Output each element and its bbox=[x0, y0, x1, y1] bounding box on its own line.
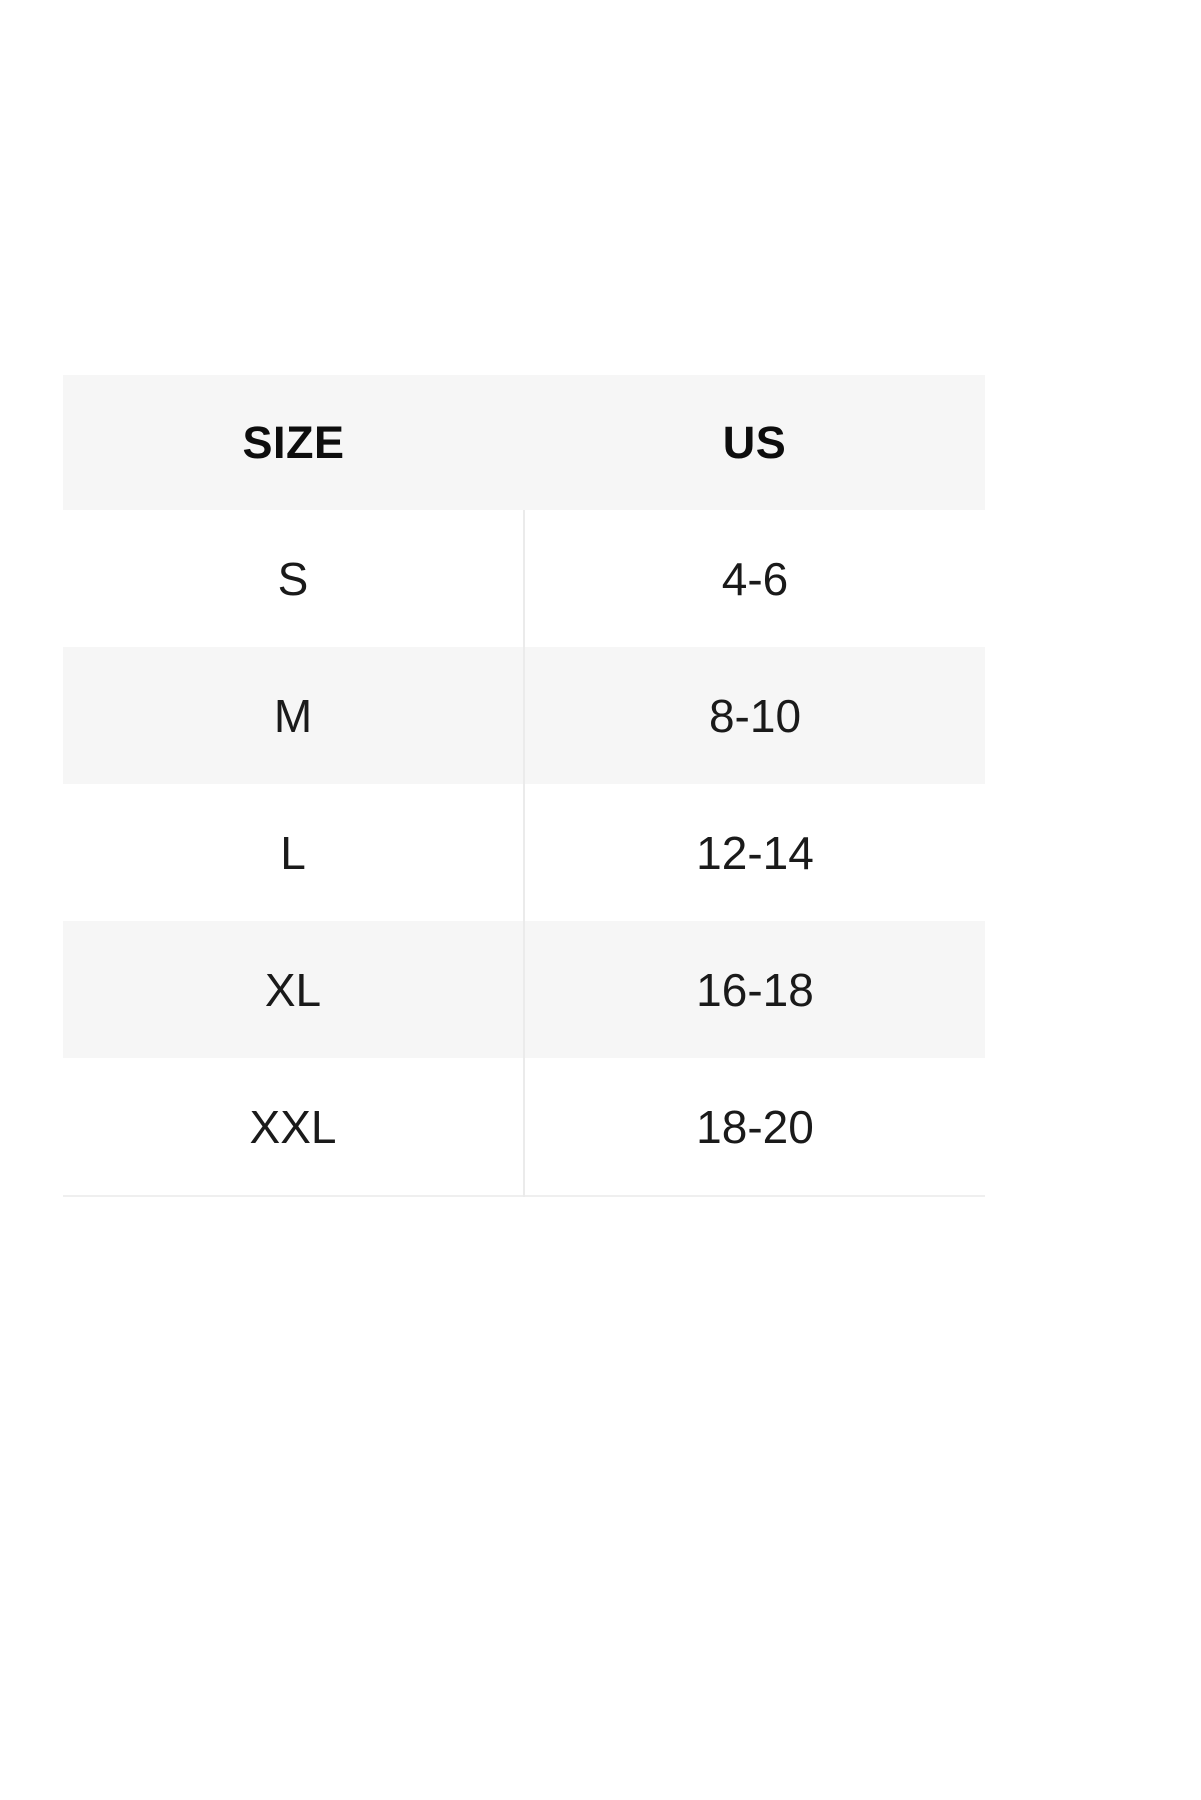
table-row-xxl: XXL 18-20 bbox=[63, 1058, 985, 1196]
header-cell-us: US bbox=[524, 375, 985, 510]
size-chart-body: S 4-6 M 8-10 L 12-14 XL 16-18 XXL 18-20 bbox=[63, 510, 985, 1196]
table-row-l: L 12-14 bbox=[63, 784, 985, 921]
size-cell: S bbox=[63, 510, 525, 647]
header-cell-size: SIZE bbox=[63, 375, 524, 510]
table-row-xl: XL 16-18 bbox=[63, 921, 985, 1058]
table-row-m: M 8-10 bbox=[63, 647, 985, 784]
size-cell: XL bbox=[63, 921, 525, 1058]
size-cell: XXL bbox=[63, 1058, 525, 1196]
us-cell: 4-6 bbox=[721, 552, 789, 605]
table-row-s: S 4-6 bbox=[63, 510, 985, 647]
us-cell: 12-14 bbox=[696, 826, 814, 879]
us-cell: 16-18 bbox=[696, 963, 814, 1016]
size-chart-header: SIZE US bbox=[63, 375, 985, 510]
us-cell: 8-10 bbox=[708, 689, 802, 742]
size-chart-table: SIZE US S 4-6 M 8-10 L 12-14 XL 16-18 XX bbox=[63, 375, 985, 1197]
header-row: SIZE US bbox=[63, 375, 985, 510]
size-cell: L bbox=[63, 784, 525, 921]
size-cell: M bbox=[63, 647, 525, 784]
us-cell: 18-20 bbox=[696, 1100, 814, 1153]
